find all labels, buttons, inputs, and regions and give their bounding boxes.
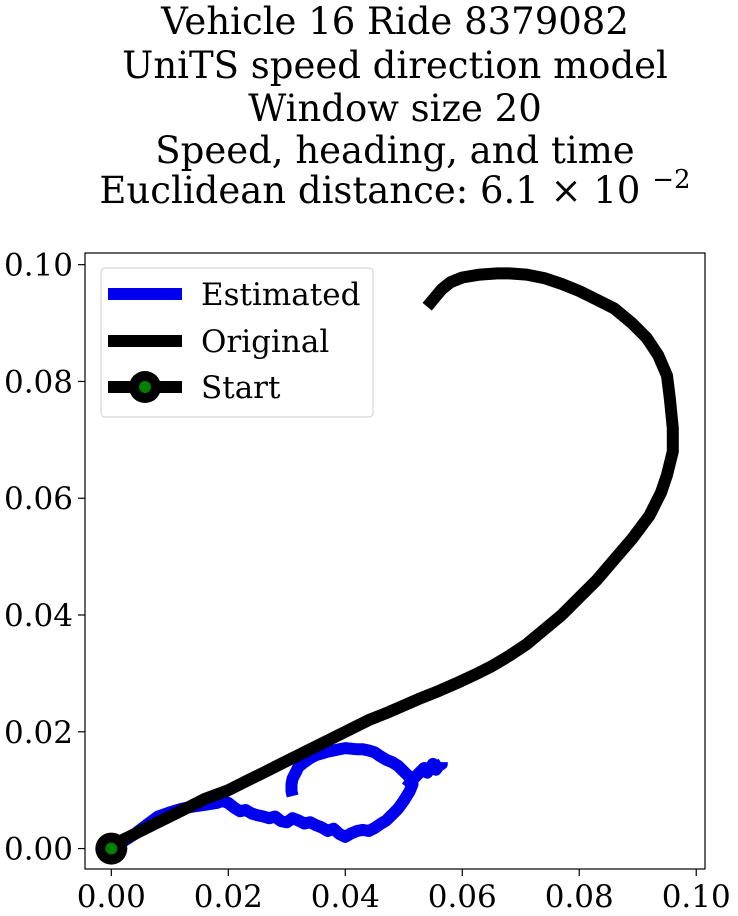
x-axis: 0.00 0.02 0.04 0.06 0.08 0.10 — [77, 869, 731, 915]
legend: Estimated Original Start — [100, 267, 374, 418]
y-axis: 0.00 0.02 0.04 0.06 0.08 0.10 — [4, 248, 85, 868]
series-line-estimated-tail — [401, 757, 448, 791]
legend-label-estimated: Estimated — [201, 277, 360, 313]
title-line-2: UniTS speed direction model — [122, 44, 668, 87]
title-line-3: Window size 20 — [248, 87, 542, 130]
y-tick-label: 0.10 — [4, 248, 73, 284]
legend-label-original: Original — [201, 324, 329, 360]
legend-swatch-start-face — [139, 381, 151, 393]
title-line-4: Speed, heading, and time — [155, 129, 634, 172]
y-tick-label: 0.04 — [4, 598, 73, 634]
y-tick-label: 0.00 — [4, 832, 73, 868]
title-line-5: Euclidean distance: 6.1 × 10 −2 — [99, 165, 690, 212]
series-line-estimated — [108, 742, 419, 854]
y-tick-label: 0.02 — [4, 715, 73, 751]
title-distance-times: × — [551, 169, 582, 212]
x-tick-label: 0.08 — [545, 879, 614, 915]
title-distance-exponent: −2 — [652, 165, 690, 195]
series-layer — [107, 267, 679, 854]
start-marker-face — [105, 842, 118, 855]
x-tick-label: 0.00 — [77, 879, 146, 915]
chart-title: Vehicle 16 Ride 8379082 UniTS speed dire… — [99, 0, 690, 212]
legend-label-start: Start — [201, 370, 281, 406]
y-tick-label: 0.06 — [4, 481, 73, 517]
y-tick-label: 0.08 — [4, 364, 73, 400]
title-line-1: Vehicle 16 Ride 8379082 — [160, 0, 629, 43]
series-line-original — [107, 267, 679, 854]
legend-box — [100, 267, 374, 418]
title-distance-prefix: Euclidean distance: 6.1 — [99, 169, 538, 212]
start-marker — [95, 832, 128, 865]
x-tick-label: 0.10 — [662, 879, 731, 915]
title-distance-base: 10 — [593, 169, 640, 212]
x-tick-label: 0.04 — [311, 879, 380, 915]
x-tick-label: 0.06 — [428, 879, 497, 915]
x-tick-label: 0.02 — [194, 879, 263, 915]
